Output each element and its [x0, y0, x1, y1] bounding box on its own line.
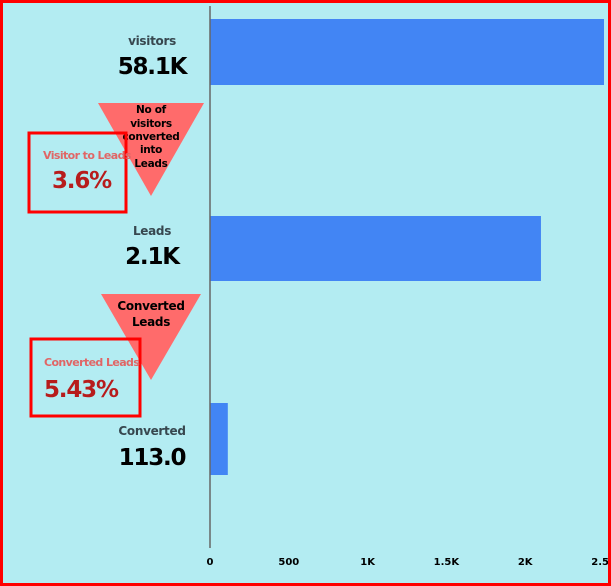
bar-visitors: [210, 19, 604, 85]
conversion-triangle: [98, 103, 204, 196]
conversion-triangle-text: Converted: [117, 299, 184, 313]
bar-converted: [210, 403, 228, 475]
category-label-converted: Converted: [118, 424, 185, 438]
conversion-triangle-text: visitors: [130, 118, 172, 130]
conversion-triangle-text: Leads: [134, 158, 167, 170]
conversion-triangle-text: into: [140, 144, 162, 156]
x-tick-label: 0: [207, 557, 214, 568]
conversion-triangle: [101, 294, 201, 380]
conversion-rate-box: [29, 337, 142, 418]
conversion-rate-label: Visitor to Leads: [43, 149, 132, 162]
conversion-triangle-text: Leads: [132, 315, 170, 329]
x-tick-label: 1K: [360, 557, 376, 568]
conversion-triangle-text: No of: [136, 104, 167, 116]
conversion-rate-value: 3.6%: [52, 168, 112, 194]
x-tick-label: 500: [278, 557, 299, 568]
x-tick-label: 1.5K: [434, 557, 461, 568]
conversion-rate-box: [27, 131, 128, 214]
value-label-converted: 113.0: [119, 445, 186, 471]
bar-leads: [210, 216, 541, 281]
x-tick-label: 2.5K: [591, 557, 608, 568]
value-label-leads: 2.1K: [125, 244, 181, 270]
category-label-visitors: visitors: [128, 34, 176, 48]
conversion-triangle-text: converted: [122, 131, 179, 143]
funnel-bar-chart: visitors 58.1K Leads 2.1K Converted 113.0 0 500…: [27, 6, 608, 568]
value-label-visitors: 58.1K: [118, 54, 189, 80]
category-label-leads: Leads: [133, 224, 171, 238]
conversion-rate-label: Converted Leads: [44, 356, 140, 369]
conversion-rate-value: 5.43%: [44, 377, 119, 403]
x-tick-label: 2K: [518, 557, 534, 568]
